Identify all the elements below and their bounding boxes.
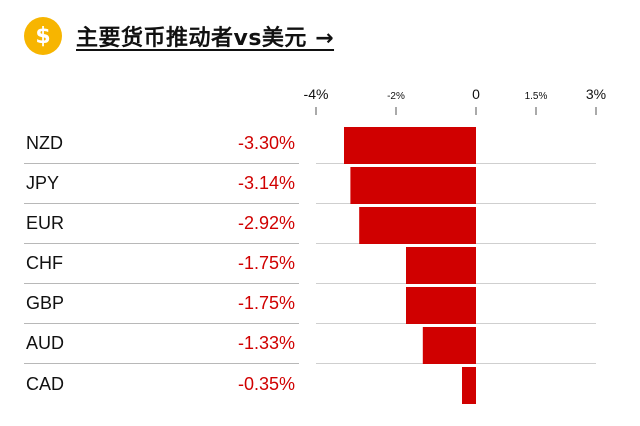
bar-gbp: [406, 287, 476, 324]
x-axis-tick-label: 1.5%: [525, 91, 548, 102]
x-axis-tick-label: -4%: [304, 86, 329, 102]
chart-header: $ 主要货币推动者vs美元 →: [24, 16, 334, 56]
table-row: JPY -3.14%: [24, 164, 299, 204]
bar-aud: [422, 327, 476, 364]
currency-code: EUR: [26, 213, 65, 233]
bar-cad: [462, 367, 476, 404]
table-row: CHF -1.75%: [24, 244, 299, 284]
currency-code: GBP: [26, 293, 65, 313]
bar-nzd: [344, 127, 476, 164]
currency-code: CAD: [26, 373, 65, 394]
x-axis-tick-label: 3%: [586, 86, 606, 102]
currency-table: NZD -3.30% JPY -3.14% EUR -2.92% CHF -1.…: [24, 124, 299, 404]
table-row: AUD -1.33%: [24, 324, 299, 364]
table-row: CAD -0.35%: [24, 364, 299, 404]
bar-eur: [359, 207, 476, 244]
dollar-coin-icon: $: [24, 17, 62, 55]
table-row: NZD -3.30%: [24, 124, 299, 164]
change-value: -2.92%: [237, 213, 295, 233]
change-value: -3.14%: [237, 173, 295, 193]
chart-title-link[interactable]: 主要货币推动者vs美元 →: [76, 26, 335, 51]
change-value: -3.30%: [237, 133, 295, 153]
table-row: GBP -1.75%: [24, 284, 299, 324]
currency-code: CHF: [26, 253, 63, 273]
change-value: -1.75%: [237, 293, 295, 313]
change-value: -1.75%: [237, 253, 295, 273]
bar-jpy: [350, 167, 476, 204]
currency-code: AUD: [26, 333, 65, 353]
bar-chf: [406, 247, 476, 284]
x-axis-tick-label: -2%: [387, 91, 405, 102]
x-axis-tick-label: 0: [472, 86, 480, 102]
change-value: -0.35%: [237, 373, 295, 394]
change-value: -1.33%: [237, 333, 295, 353]
currency-code: NZD: [26, 133, 63, 153]
currency-code: JPY: [26, 173, 60, 193]
table-row: EUR -2.92%: [24, 204, 299, 244]
